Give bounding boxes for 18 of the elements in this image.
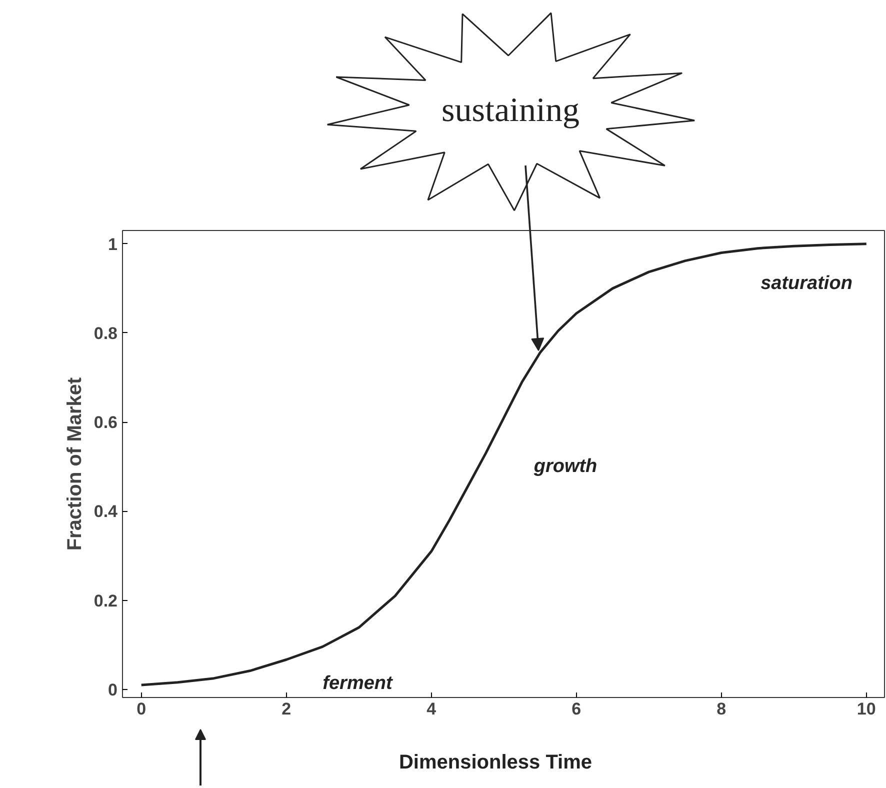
text: sustaining (442, 92, 580, 129)
y-axis-title: Fraction of Market (64, 376, 86, 551)
x-tick-label: 6 (572, 700, 582, 718)
x-axis-title: Dimensionless Time (398, 752, 592, 774)
annotation: ferment (322, 673, 394, 694)
x-tick-label: 0 (136, 700, 146, 718)
y-tick-label: 0 (108, 680, 118, 700)
x-tick-label: 8 (716, 700, 726, 718)
y-tick-label: 1 (108, 234, 118, 254)
annotation: growth (532, 456, 598, 477)
y-tick-label: 0.4 (94, 502, 118, 522)
y-tick-label: 0.8 (94, 324, 118, 343)
x-tick-label: 10 (856, 700, 876, 718)
y-tick-label: 0.2 (94, 591, 118, 610)
annotation: saturation (760, 273, 852, 294)
x-tick-label: 2 (282, 700, 292, 718)
y-tick-label: 0.6 (94, 413, 118, 432)
x-tick-label: 4 (426, 700, 437, 718)
